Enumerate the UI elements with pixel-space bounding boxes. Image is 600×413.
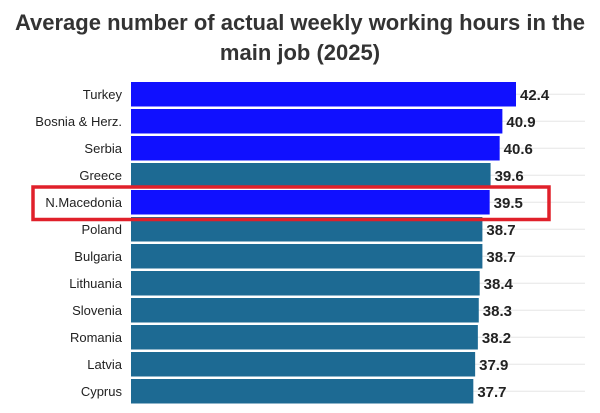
bar [131,271,480,296]
value-label: 40.9 [506,114,535,131]
category-label: Romania [70,330,123,345]
bars [131,82,516,404]
bar [131,298,479,323]
category-label: Cyprus [81,384,123,399]
category-label: Lithuania [69,276,123,291]
category-label: Latvia [87,357,122,372]
value-labels: 42.4 40.9 40.6 39.6 39.5 38.7 38.7 38.4 38.3 38.2… [477,87,550,401]
value-label: 38.7 [486,222,515,239]
chart-title: Average number of actual weekly working … [14,10,586,65]
value-label: 38.2 [482,330,511,347]
highlight-box [31,185,551,222]
category-labels: Turkey Bosnia & Herz. Serbia Greece N.Macedo… [35,87,122,399]
category-label: Bosnia & Herz. [35,114,122,129]
bar [131,379,474,404]
category-label: Turkey [83,87,123,102]
bar [131,82,516,107]
value-label: 37.9 [479,357,508,374]
category-label: N.Macedonia [45,195,122,210]
bar [131,325,478,350]
value-label: 39.6 [495,168,524,185]
bar [131,244,483,269]
value-label: 38.4 [484,276,514,293]
value-label: 37.7 [477,384,506,401]
category-label: Serbia [84,141,122,156]
bar [131,163,491,188]
value-label: 39.5 [494,195,523,212]
bar [131,136,500,161]
value-label: 42.4 [520,87,550,104]
bar [131,109,503,134]
bar [131,190,490,215]
highlight-layer [31,185,551,222]
category-label: Slovenia [72,303,123,318]
value-label: 40.6 [504,141,533,158]
value-label: 38.3 [483,303,512,320]
category-label: Bulgaria [74,249,122,264]
value-label: 38.7 [486,249,515,266]
category-label: Greece [79,168,122,183]
category-label: Poland [82,222,122,237]
bar [131,352,476,377]
